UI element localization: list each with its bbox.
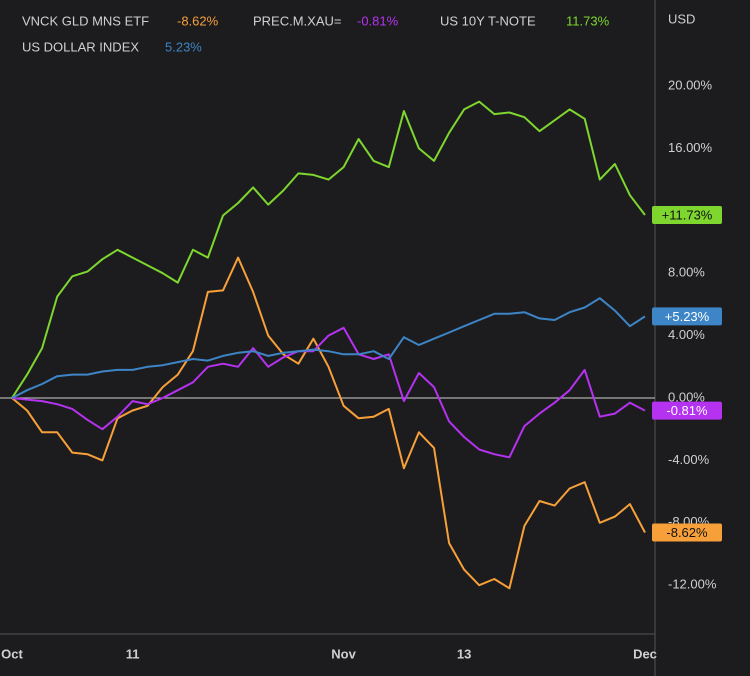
legend-label: VNCK GLD MNS ETF: [22, 13, 149, 28]
y-tick-label: 8.00%: [668, 265, 705, 280]
end-tag: [652, 307, 722, 326]
series-line: [11, 100, 646, 399]
y-tick-label: 20.00%: [668, 77, 713, 92]
y-axis-title: USD: [668, 11, 695, 26]
legend-value: -8.62%: [177, 13, 219, 28]
y-tick-label: -12.00%: [668, 577, 717, 592]
legend-value: 11.73%: [566, 13, 610, 28]
end-tag-label: +5.23%: [665, 309, 710, 324]
end-tag: [652, 523, 722, 542]
x-tick-label: 13: [457, 646, 471, 661]
legend-value: -0.81%: [357, 13, 399, 28]
legend-label: US 10Y T-NOTE: [440, 13, 536, 28]
end-tag: [652, 401, 722, 420]
series-line: [11, 297, 646, 399]
legend-label: US DOLLAR INDEX: [22, 39, 139, 54]
end-tag-label: +11.73%: [662, 207, 713, 222]
x-tick-label: 11: [126, 646, 140, 661]
legend-label: PREC.M.XAU=: [253, 13, 342, 28]
end-tag: [652, 206, 722, 225]
x-tick-label: Dec: [633, 646, 657, 661]
x-tick-label: Nov: [331, 646, 356, 661]
end-tag-label: -0.81%: [666, 403, 708, 418]
legend-value: 5.23%: [165, 39, 202, 54]
end-tag-label: -8.62%: [666, 525, 708, 540]
series-line: [11, 326, 646, 459]
y-tick-label: 0.00%: [668, 389, 705, 404]
y-tick-label: -4.00%: [668, 452, 710, 467]
series-line: [11, 256, 646, 590]
y-tick-label: 16.00%: [668, 140, 713, 155]
y-tick-label: 4.00%: [668, 327, 705, 342]
x-tick-label: Oct: [1, 646, 23, 661]
